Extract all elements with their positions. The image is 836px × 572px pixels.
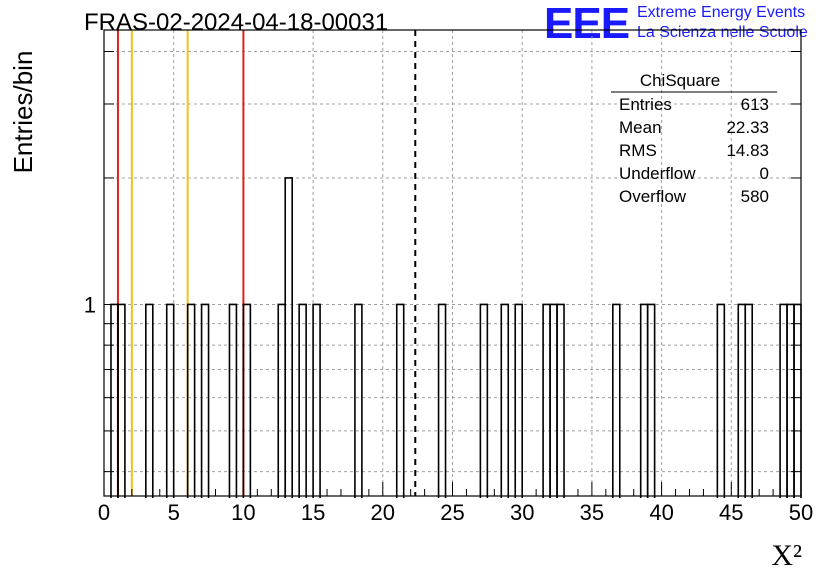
histogram-bin: [165, 303, 175, 498]
stats-value: 613: [741, 95, 769, 114]
stats-value: 22.33: [726, 118, 769, 137]
histogram-bin: [200, 303, 210, 498]
histogram-bin: [556, 303, 565, 498]
histogram-bin: [793, 303, 802, 498]
reference-lines: [116, 30, 417, 496]
histogram-bin: [395, 303, 405, 498]
histogram-bin: [500, 303, 510, 498]
histogram-bin: [354, 303, 363, 498]
y-axis-label: Entries/bin: [8, 51, 38, 174]
eee-logo: EEE: [544, 0, 630, 48]
stats-label: Mean: [619, 118, 662, 137]
histogram-bin: [437, 303, 447, 498]
histogram-bin: [228, 303, 238, 498]
histogram-bin: [542, 303, 551, 498]
histogram-bin: [737, 303, 747, 498]
histogram-bin: [514, 303, 524, 498]
stats-label: RMS: [619, 141, 657, 160]
x-tick-label: 50: [789, 500, 813, 525]
logo-subtitle-2: La Scienza nelle Scuole: [637, 24, 808, 41]
y-tick-labels: 1: [84, 292, 96, 317]
histogram-bin: [277, 303, 287, 498]
x-tick-label: 40: [649, 500, 673, 525]
x-tick-label: 30: [510, 500, 534, 525]
stats-label: Underflow: [619, 164, 696, 183]
y-tick-label: 1: [84, 292, 96, 317]
histogram-bin: [716, 303, 726, 498]
x-tick-label: 25: [440, 500, 464, 525]
stats-box: ChiSquare Entries 613 Mean 22.33 RMS 14.83 Unde…: [611, 71, 777, 206]
histogram-bin: [549, 303, 558, 498]
histogram: [110, 177, 802, 498]
histogram-bin: [479, 303, 489, 498]
x-tick-label: 5: [168, 500, 180, 525]
stats-header: ChiSquare: [640, 71, 720, 90]
x-tick-label: 15: [301, 500, 325, 525]
stats-value: 580: [741, 187, 769, 206]
x-tick-labels: 0 5 10 15 20 25 30 35 40 45 50: [98, 500, 813, 525]
histogram-bin: [117, 303, 126, 498]
histogram-bin: [186, 303, 196, 498]
histogram-bin: [298, 303, 307, 498]
x-tick-label: 35: [580, 500, 604, 525]
histogram-bin: [612, 303, 621, 498]
x-tick-label: 20: [371, 500, 395, 525]
stats-value: 0: [760, 164, 769, 183]
grid-lines: [104, 30, 801, 496]
stats-value: 14.83: [726, 141, 769, 160]
histogram-bin: [639, 303, 649, 498]
stats-label: Entries: [619, 95, 672, 114]
histogram-bin: [312, 303, 321, 498]
chart-title: FRAS-02-2024-04-18-00031: [84, 9, 389, 36]
x-tick-label: 10: [231, 500, 255, 525]
histogram-bin: [110, 303, 119, 498]
histogram-bin: [242, 303, 252, 498]
x-tick-label: 45: [719, 500, 743, 525]
histogram-bin: [284, 177, 293, 498]
histogram-bin: [646, 303, 656, 498]
histogram-bin: [786, 303, 795, 498]
logo-subtitle-1: Extreme Energy Events: [637, 4, 806, 21]
stats-label: Overflow: [619, 187, 687, 206]
histogram-bin: [779, 303, 788, 498]
histogram-bin: [145, 303, 154, 498]
axis-ticks: [103, 50, 802, 496]
x-axis-label: X²: [771, 539, 802, 572]
histogram-bin: [744, 303, 754, 498]
x-tick-label: 0: [98, 500, 110, 525]
